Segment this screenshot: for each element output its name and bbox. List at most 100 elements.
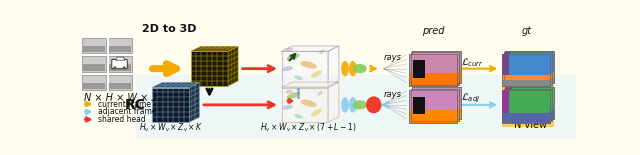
Bar — [506, 51, 554, 83]
Bar — [506, 51, 554, 83]
Bar — [411, 53, 459, 85]
Text: $\mathcal{L}_{curr}$: $\mathcal{L}_{curr}$ — [461, 56, 483, 69]
Bar — [502, 90, 550, 123]
Text: rays: rays — [384, 90, 402, 99]
Bar — [411, 108, 459, 121]
Bar — [410, 54, 458, 86]
Ellipse shape — [287, 92, 300, 99]
Polygon shape — [189, 82, 199, 122]
Ellipse shape — [317, 91, 323, 96]
Ellipse shape — [349, 97, 356, 113]
Bar — [506, 87, 554, 120]
Text: rays: rays — [384, 53, 402, 62]
Bar — [412, 70, 461, 83]
Bar — [504, 89, 552, 121]
Ellipse shape — [353, 100, 367, 109]
Bar — [410, 110, 458, 123]
Ellipse shape — [311, 109, 322, 116]
Bar — [411, 53, 459, 85]
Bar — [502, 80, 550, 86]
Bar — [502, 54, 550, 86]
Text: pred: pred — [422, 26, 445, 36]
Bar — [109, 57, 131, 64]
Text: $H_v \times W_v \times Z_v \times K$: $H_v \times W_v \times Z_v \times K$ — [138, 122, 203, 134]
Bar — [506, 51, 554, 72]
Bar — [502, 54, 509, 75]
Bar — [412, 87, 461, 120]
Bar — [502, 54, 550, 86]
Bar — [506, 87, 554, 110]
Bar — [417, 57, 428, 75]
Bar — [502, 121, 554, 127]
Bar — [415, 59, 427, 77]
Ellipse shape — [287, 98, 292, 104]
Bar — [502, 90, 550, 113]
Polygon shape — [282, 82, 339, 88]
Ellipse shape — [123, 66, 125, 69]
Bar — [83, 57, 105, 64]
Ellipse shape — [366, 96, 381, 113]
Bar — [411, 89, 459, 108]
Ellipse shape — [113, 66, 116, 69]
Text: 2D to 3D: 2D to 3D — [142, 24, 196, 34]
Bar — [504, 53, 552, 85]
Bar — [410, 90, 458, 110]
Text: $H_v \times W_v \times Z_v \times (7+L-1)$: $H_v \times W_v \times Z_v \times (7+L-1… — [260, 122, 357, 134]
Polygon shape — [152, 88, 189, 122]
Bar — [83, 76, 105, 82]
Bar — [83, 38, 106, 53]
Bar — [504, 78, 552, 85]
Ellipse shape — [285, 90, 293, 94]
Bar — [506, 110, 554, 120]
Bar — [109, 82, 131, 89]
Polygon shape — [191, 46, 238, 51]
Bar — [502, 85, 554, 91]
Bar — [504, 89, 552, 121]
Bar — [502, 75, 550, 86]
Ellipse shape — [311, 70, 322, 78]
Bar — [411, 89, 459, 121]
Bar — [413, 97, 425, 114]
Bar — [411, 53, 459, 72]
Bar — [412, 87, 461, 120]
Bar — [506, 77, 554, 83]
Polygon shape — [228, 46, 238, 86]
Bar — [412, 51, 461, 70]
Bar — [109, 75, 132, 90]
Bar — [83, 82, 105, 89]
Ellipse shape — [319, 49, 324, 54]
Bar — [506, 51, 511, 72]
Text: $\mathcal{L}_{adj}$: $\mathcal{L}_{adj}$ — [461, 92, 480, 105]
Bar — [412, 51, 461, 83]
Bar — [415, 95, 427, 113]
Polygon shape — [282, 51, 328, 86]
Ellipse shape — [287, 54, 300, 61]
Bar — [504, 89, 552, 111]
Bar — [504, 89, 511, 111]
Bar — [410, 90, 458, 123]
Bar — [413, 60, 425, 78]
Bar — [412, 51, 461, 83]
Bar — [411, 89, 459, 121]
Bar — [506, 87, 554, 120]
FancyBboxPatch shape — [136, 75, 576, 139]
Bar — [109, 39, 131, 46]
Polygon shape — [282, 46, 339, 51]
Bar — [504, 53, 552, 85]
Text: shared head: shared head — [98, 115, 145, 124]
Text: RC: RC — [125, 98, 146, 112]
Bar — [506, 87, 513, 110]
Bar — [411, 72, 459, 85]
Ellipse shape — [294, 114, 303, 119]
Bar — [504, 111, 552, 121]
Bar — [504, 53, 510, 73]
Ellipse shape — [300, 61, 317, 69]
Bar — [412, 106, 461, 120]
Bar — [506, 72, 554, 83]
Bar — [410, 54, 458, 73]
Text: N view: N view — [514, 120, 547, 130]
Text: gt: gt — [522, 26, 531, 36]
Ellipse shape — [294, 75, 303, 80]
Ellipse shape — [282, 105, 293, 110]
Polygon shape — [328, 46, 339, 86]
